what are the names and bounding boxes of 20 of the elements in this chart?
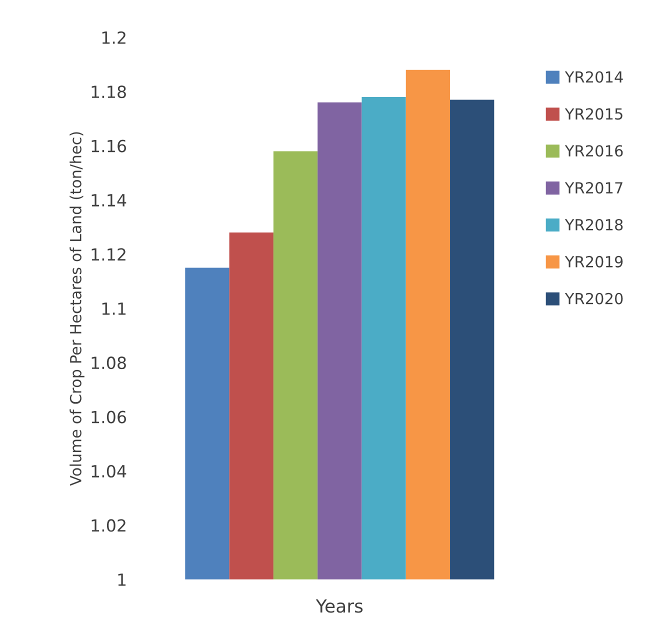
y-tick-label: 1.2 xyxy=(102,31,126,44)
y-tick-label: 1.04 xyxy=(92,464,126,478)
y-tick-label: 1.02 xyxy=(92,519,126,532)
legend-label: YR2020 xyxy=(564,292,623,304)
y-tick-label: 1.12 xyxy=(92,248,126,261)
legend-label: YR2014 xyxy=(564,71,623,83)
y-axis-title: Volume of Crop Per Hectares of Land (ton/hec) xyxy=(70,132,84,486)
y-tick-label: 1.16 xyxy=(92,140,126,152)
y-tick-label: 1.18 xyxy=(92,86,126,98)
legend-label: YR2015 xyxy=(564,108,622,120)
y-tick-label: 1.1 xyxy=(102,302,126,315)
y-tick-label: 1.14 xyxy=(92,194,126,206)
legend-label: YR2016 xyxy=(564,145,623,157)
x-axis-title: Years xyxy=(316,599,363,613)
y-tick-label: 1.06 xyxy=(92,410,126,424)
legend-label: YR2019 xyxy=(564,256,623,268)
y-tick-label: 1 xyxy=(118,574,126,586)
legend-label: YR2017 xyxy=(564,182,622,194)
y-tick-label: 1.08 xyxy=(92,356,126,370)
legend-label: YR2018 xyxy=(564,218,623,231)
